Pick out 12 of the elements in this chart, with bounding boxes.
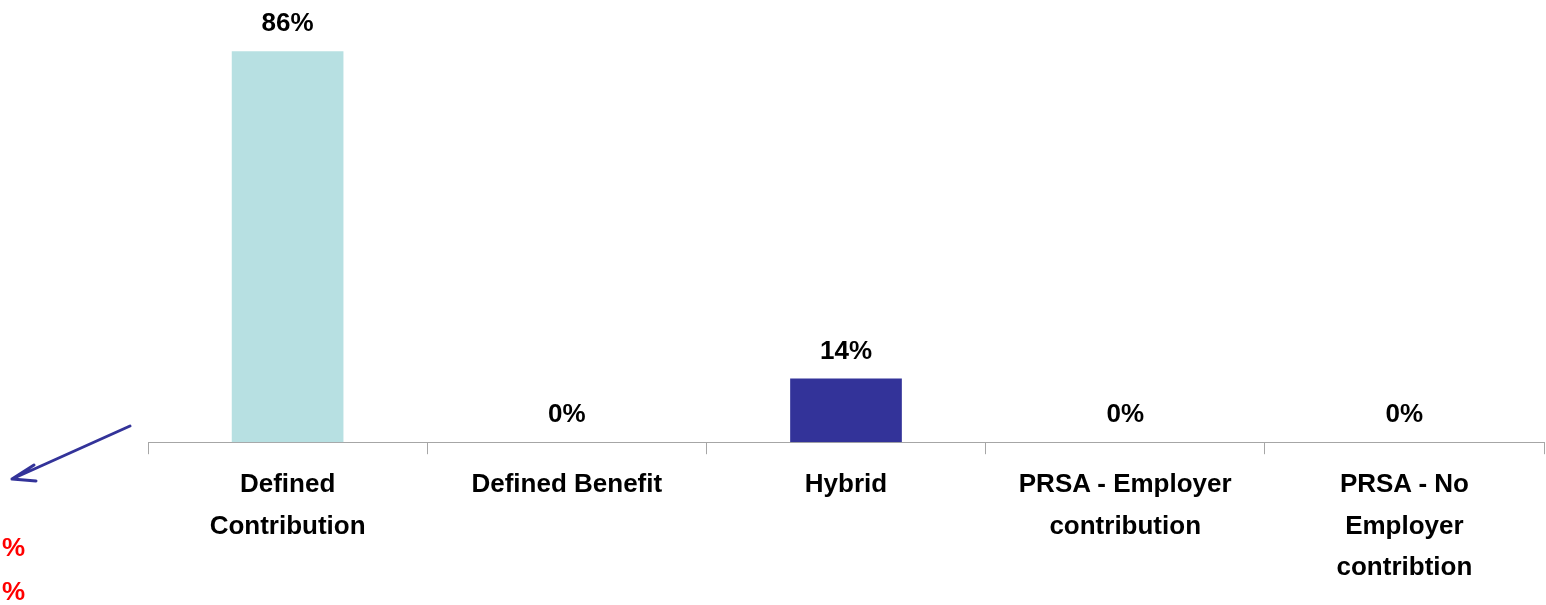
text: % — [2, 532, 26, 562]
x-tick-label: PRSA - Employer contribution — [1018, 468, 1232, 540]
x-tick-label: Defined Contribution — [209, 468, 366, 540]
data-label: 0% — [1385, 398, 1424, 429]
x-tick-label: Defined Benefit — [471, 468, 663, 499]
x-tick-label: PRSA - No Employer contribtion — [1336, 468, 1473, 582]
text: % — [2, 576, 26, 605]
data-label: 86% — [261, 7, 314, 38]
x-tick-label: Hybrid — [804, 468, 888, 499]
data-label: 0% — [548, 398, 586, 429]
data-label: 14% — [819, 334, 873, 365]
data-label: 0% — [1106, 398, 1144, 429]
